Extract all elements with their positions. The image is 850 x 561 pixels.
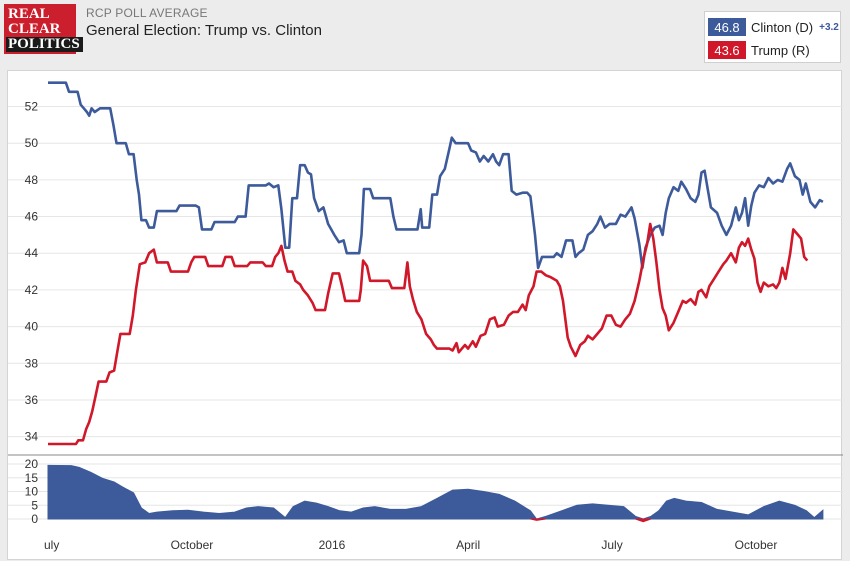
- spread-negative-dip: [530, 518, 546, 521]
- y-tick-42: 42: [25, 283, 39, 297]
- spread-area: [47, 464, 824, 520]
- y-tick-36: 36: [25, 393, 39, 407]
- logo-line-2: CLEAR: [8, 21, 61, 37]
- legend-value-trump: 43.6: [708, 41, 746, 59]
- y-tick-48: 48: [25, 173, 39, 187]
- main-series: [48, 81, 824, 446]
- main-gridlines: [8, 106, 843, 438]
- main-y-tick-labels: 34 36 38 40 42 44 46 48 50 52: [25, 100, 39, 444]
- rcp-logo[interactable]: REAL CLEAR POLITICS: [4, 4, 83, 54]
- chart-legend: 46.8 Clinton (D) +3.2 43.6 Trump (R): [704, 11, 841, 63]
- x-tick-labels: uly October 2016 April July October: [44, 538, 777, 552]
- y-tick-50: 50: [25, 136, 39, 150]
- logo-line-3: POLITICS: [6, 37, 83, 52]
- spread-y-tick-10: 10: [25, 485, 39, 499]
- legend-value-clinton: 46.8: [708, 18, 746, 36]
- y-tick-46: 46: [25, 210, 39, 224]
- spread-negative-dip: [635, 518, 652, 523]
- spread-y-tick-0: 0: [31, 512, 38, 526]
- y-tick-44: 44: [25, 246, 39, 260]
- x-tick-0: uly: [44, 538, 59, 552]
- spread-y-tick-15: 15: [25, 471, 39, 485]
- x-tick-1: October: [171, 538, 214, 552]
- legend-label-trump: Trump (R): [751, 42, 810, 58]
- y-tick-38: 38: [25, 356, 39, 370]
- x-tick-3: April: [456, 538, 480, 552]
- spread-y-tick-5: 5: [31, 498, 38, 512]
- series-line-clinton-d: [48, 81, 824, 270]
- legend-spread-clinton: +3.2: [819, 21, 839, 33]
- y-tick-52: 52: [25, 100, 39, 114]
- spread-y-tick-20: 20: [25, 457, 39, 471]
- x-tick-2: 2016: [319, 538, 346, 552]
- legend-item-clinton[interactable]: 46.8 Clinton (D) +3.2: [708, 18, 839, 36]
- x-tick-5: October: [735, 538, 778, 552]
- logo-line-1: REAL: [8, 6, 50, 22]
- y-tick-40: 40: [25, 320, 39, 334]
- legend-item-trump[interactable]: 43.6 Trump (R): [708, 41, 810, 59]
- series-line-trump-r: [48, 222, 809, 446]
- legend-label-clinton: Clinton (D): [751, 19, 814, 35]
- y-tick-34: 34: [25, 430, 39, 444]
- page-title: General Election: Trump vs. Clinton: [86, 22, 322, 39]
- spread-series: [47, 464, 824, 523]
- chart-panel: 34 36 38 40 42 44 46 48 50 52 0 5 10 15 20 uly October…: [7, 70, 843, 561]
- x-tick-4: July: [601, 538, 622, 552]
- page-subtitle: RCP POLL AVERAGE: [86, 6, 208, 20]
